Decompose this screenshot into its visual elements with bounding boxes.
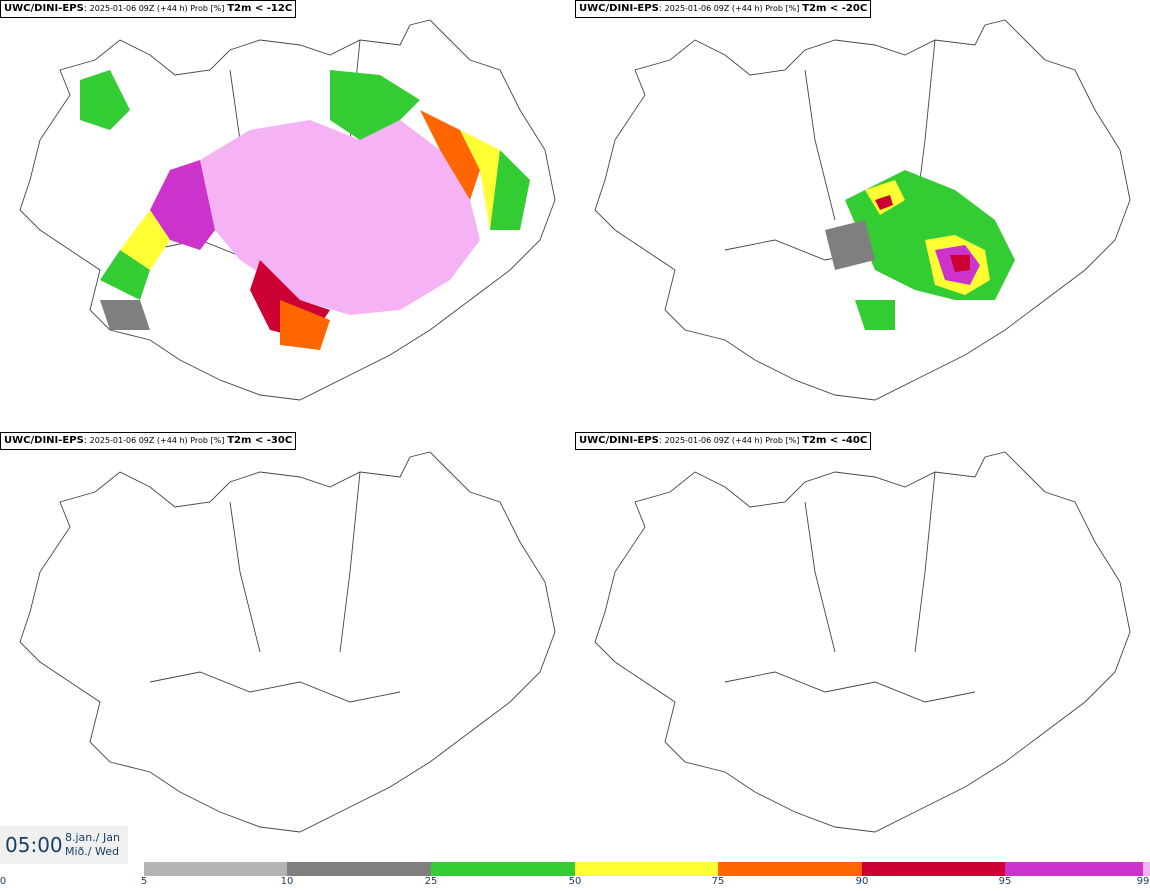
panel-title-4: UWC/DINI-EPS: 2025-01-06 09Z (+44 h) Pro… (575, 432, 872, 450)
colorbar-tick-label: 95 (998, 876, 1012, 887)
panel-title-3: UWC/DINI-EPS: 2025-01-06 09Z (+44 h) Pro… (0, 432, 297, 450)
colorbar-segment (718, 862, 862, 876)
valid-time-box: 05:00 8.jan./ Jan Mið./ Wed (0, 826, 128, 864)
colorbar-tick-label: 75 (711, 876, 725, 887)
colorbar-tick-label: 0 (0, 876, 7, 887)
panel-title-1: UWC/DINI-EPS: 2025-01-06 09Z (+44 h) Pro… (0, 0, 297, 18)
map-panel-3: UWC/DINI-EPS: 2025-01-06 09Z (+44 h) Pro… (0, 432, 575, 864)
colorbar-tick-label: 50 (568, 876, 582, 887)
iceland-map-4 (594, 451, 1131, 833)
colorbar-segment (431, 862, 575, 876)
colorbar-segment (144, 862, 287, 876)
panel-title-2: UWC/DINI-EPS: 2025-01-06 09Z (+44 h) Pro… (575, 0, 872, 18)
colorbar-segment (287, 862, 431, 876)
colorbar-segment (1005, 862, 1143, 876)
map-panel-2: UWC/DINI-EPS: 2025-01-06 09Z (+44 h) Pro… (575, 0, 1150, 432)
colorbar-tick-label: 25 (424, 876, 438, 887)
iceland-map-3 (19, 451, 556, 833)
map-panel-1: UWC/DINI-EPS: 2025-01-06 09Z (+44 h) Pro… (0, 0, 575, 432)
map-panel-4: UWC/DINI-EPS: 2025-01-06 09Z (+44 h) Pro… (575, 432, 1150, 864)
colorbar-tick-label: 5 (140, 876, 148, 887)
valid-time: 05:00 (5, 833, 63, 857)
colorbar-segment (1143, 862, 1150, 876)
iceland-map-1 (19, 19, 556, 401)
colorbar (144, 862, 1150, 876)
colorbar-segment (862, 862, 1005, 876)
colorbar-tick-label: 10 (280, 876, 294, 887)
colorbar-tick-label: 99 (1136, 876, 1150, 887)
colorbar-segment (575, 862, 718, 876)
valid-date: 8.jan./ Jan Mið./ Wed (65, 831, 120, 858)
colorbar-tick-label: 90 (855, 876, 869, 887)
iceland-map-2 (594, 19, 1131, 401)
